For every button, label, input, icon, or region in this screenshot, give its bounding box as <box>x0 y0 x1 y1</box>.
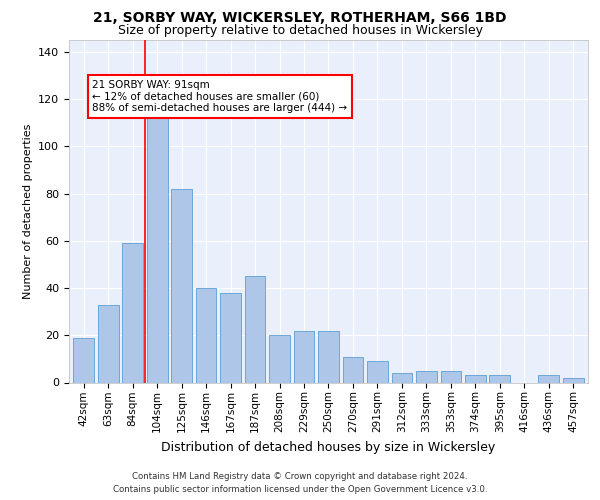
Y-axis label: Number of detached properties: Number of detached properties <box>23 124 32 299</box>
X-axis label: Distribution of detached houses by size in Wickersley: Distribution of detached houses by size … <box>161 440 496 454</box>
Bar <box>147 104 167 382</box>
Bar <box>416 370 437 382</box>
Bar <box>269 336 290 382</box>
Bar <box>563 378 584 382</box>
Text: 21, SORBY WAY, WICKERSLEY, ROTHERHAM, S66 1BD: 21, SORBY WAY, WICKERSLEY, ROTHERHAM, S6… <box>93 12 507 26</box>
Bar <box>122 243 143 382</box>
Bar <box>392 373 412 382</box>
Bar <box>538 376 559 382</box>
Bar <box>343 356 364 382</box>
Text: Contains HM Land Registry data © Crown copyright and database right 2024.
Contai: Contains HM Land Registry data © Crown c… <box>113 472 487 494</box>
Bar <box>220 292 241 382</box>
Bar <box>171 189 192 382</box>
Text: 21 SORBY WAY: 91sqm
← 12% of detached houses are smaller (60)
88% of semi-detach: 21 SORBY WAY: 91sqm ← 12% of detached ho… <box>92 80 347 114</box>
Bar <box>293 330 314 382</box>
Bar <box>98 304 119 382</box>
Bar <box>367 361 388 382</box>
Bar <box>73 338 94 382</box>
Bar <box>490 376 510 382</box>
Bar <box>465 376 486 382</box>
Bar <box>196 288 217 382</box>
Bar <box>245 276 265 382</box>
Text: Size of property relative to detached houses in Wickersley: Size of property relative to detached ho… <box>118 24 482 37</box>
Bar <box>318 330 339 382</box>
Bar <box>440 370 461 382</box>
